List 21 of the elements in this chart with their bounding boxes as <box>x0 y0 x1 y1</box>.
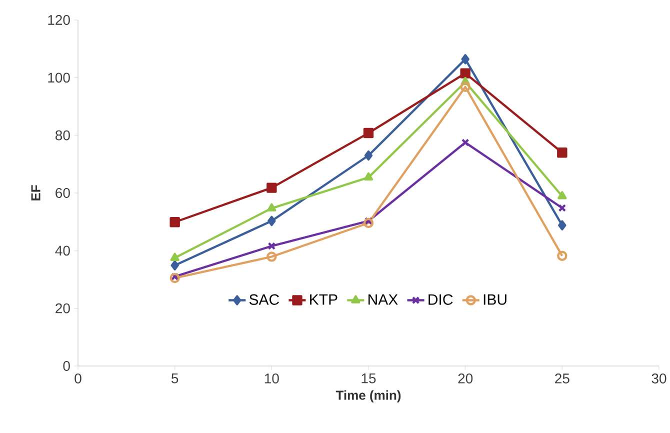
legend-label: DIC <box>428 294 453 305</box>
y-tick-label: 0 <box>63 361 70 371</box>
y-axis-title: EF <box>31 185 40 200</box>
x-tick-label: 10 <box>264 374 279 384</box>
x-tick-label: 30 <box>652 374 666 384</box>
x-axis-title: Time (min) <box>336 390 401 402</box>
x-tick-label: 20 <box>458 374 473 384</box>
y-tick-label: 40 <box>55 246 70 256</box>
legend-label: NAX <box>368 294 398 305</box>
x-tick-label: 0 <box>74 374 82 384</box>
y-tick-label: 100 <box>48 72 70 83</box>
y-tick-label: 80 <box>56 130 70 140</box>
legend-label: IBU <box>484 294 506 305</box>
legend-label: SAC <box>249 294 280 305</box>
y-tick-label: 60 <box>56 188 70 198</box>
legend-label: KTP <box>310 294 338 305</box>
x-tick-label: 15 <box>362 374 376 384</box>
y-tick-label: 120 <box>48 15 70 25</box>
x-tick-label: 5 <box>172 374 178 384</box>
y-tick-label: 20 <box>56 303 70 314</box>
x-tick-label: 25 <box>555 374 570 384</box>
